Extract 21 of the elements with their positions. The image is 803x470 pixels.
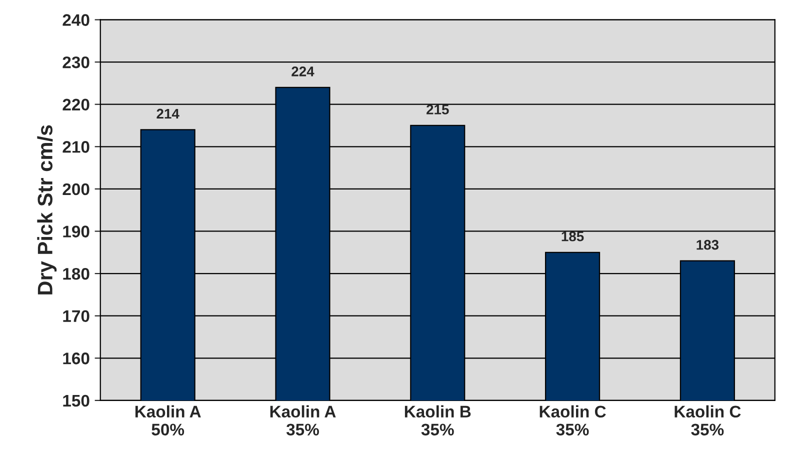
y-tick-label: 210 xyxy=(62,141,90,153)
y-tick-label: 200 xyxy=(62,183,90,196)
x-tick-label: Kaolin A 50% xyxy=(135,405,201,436)
x-tick-label: Kaolin A 35% xyxy=(270,405,336,436)
data-label: 183 xyxy=(696,240,719,250)
y-tick-label: 150 xyxy=(63,394,90,407)
data-label: 185 xyxy=(562,231,584,242)
y-tick-label: 190 xyxy=(63,226,90,238)
y-tick-label: 180 xyxy=(63,268,90,280)
y-tick-label: 230 xyxy=(62,56,90,68)
y-axis-title: Dry Pick Str cm/s xyxy=(37,125,57,294)
y-tick-label: 220 xyxy=(62,98,90,111)
y-tick-label: 160 xyxy=(63,352,90,364)
data-label: 215 xyxy=(426,104,449,114)
y-tick-label: 240 xyxy=(62,14,90,26)
data-label: 214 xyxy=(156,108,180,119)
x-tick-label: Kaolin B 35% xyxy=(404,405,471,436)
x-tick-label: Kaolin C 35% xyxy=(540,405,606,436)
x-tick-label: Kaolin C 35% xyxy=(674,405,741,436)
data-label: 224 xyxy=(292,66,314,76)
y-tick-label: 170 xyxy=(63,310,90,322)
